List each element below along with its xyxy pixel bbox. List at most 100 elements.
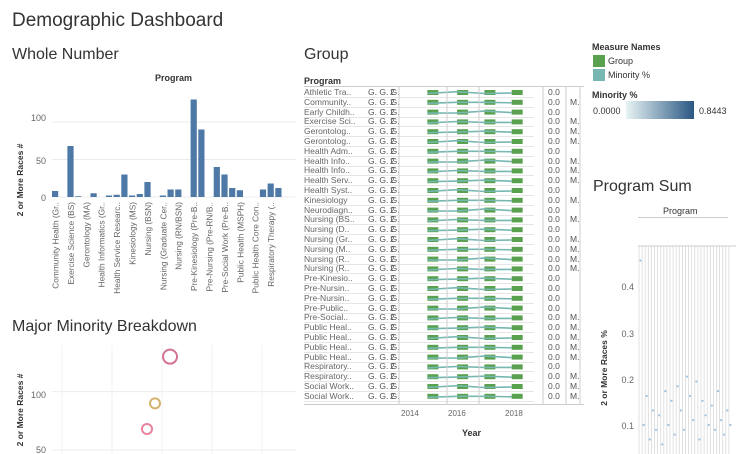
whole-number-bar[interactable] xyxy=(105,195,113,198)
group-bar-mark[interactable] xyxy=(484,90,496,95)
group-row[interactable]: Nursing (R.. G. G. G. 2 0.0 M. xyxy=(304,263,579,275)
legend-swatch-minority[interactable] xyxy=(593,69,605,81)
whole-number-bar[interactable] xyxy=(113,194,120,197)
program-sum-point[interactable] xyxy=(642,423,645,427)
program-sum-point[interactable] xyxy=(645,394,648,398)
group-bar-mark[interactable] xyxy=(511,354,523,360)
group-bar-mark[interactable] xyxy=(427,354,439,360)
group-row[interactable]: Public Heal.. G. G. G. 2 0.0 M. xyxy=(304,352,579,363)
program-sum-point[interactable] xyxy=(639,259,642,262)
whole-number-bar[interactable] xyxy=(67,146,74,197)
program-sum-point[interactable] xyxy=(692,419,695,422)
group-bar-mark[interactable] xyxy=(511,168,523,174)
group-minority-line[interactable] xyxy=(427,306,512,310)
group-bar-mark[interactable] xyxy=(511,325,523,331)
whole-number-bar[interactable] xyxy=(129,195,136,198)
program-sum-point[interactable] xyxy=(651,409,654,412)
group-row[interactable]: Kinesiology G. G. G. 2 0.0 M. xyxy=(304,195,579,206)
program-sum-point[interactable] xyxy=(729,423,732,427)
group-row[interactable]: Nursing (R.. G. G. G. 2 0.0 M. xyxy=(304,254,579,265)
group-row[interactable]: Public Heal.. G. G. G. 2 0.0 M. xyxy=(304,322,579,334)
gradient-legend-bar[interactable] xyxy=(626,101,694,119)
group-minority-line[interactable] xyxy=(427,316,512,320)
group-row[interactable]: Health Adm.. G. G. G. 2 0.0 xyxy=(304,146,560,157)
group-row[interactable]: Pre-Social.. G. G. G. 2 0.0 M. xyxy=(304,312,579,324)
group-row[interactable]: Nursing (M.. G. G. G. 2 0.0 M. xyxy=(304,244,579,255)
group-minority-line[interactable] xyxy=(427,150,512,154)
group-row[interactable]: Gerontolog.. G. G. G. 2 0.0 M. xyxy=(304,126,579,138)
group-bar-mark[interactable] xyxy=(511,315,523,321)
group-minority-line[interactable] xyxy=(427,237,512,242)
group-bar-mark[interactable] xyxy=(511,246,523,252)
group-minority-line[interactable] xyxy=(427,179,512,183)
group-row[interactable]: Health Syst.. G. G. G. 2 0.0 xyxy=(304,185,560,196)
group-bar-mark[interactable] xyxy=(511,188,523,193)
program-sum-point[interactable] xyxy=(723,433,726,436)
group-bar-mark[interactable] xyxy=(511,148,523,154)
group-row[interactable]: Nursing (D.. G. G. G. 2 0.0 xyxy=(304,224,560,236)
whole-number-bar[interactable] xyxy=(90,193,97,197)
legend-swatch-group[interactable] xyxy=(593,55,605,67)
group-bar-mark[interactable] xyxy=(427,158,439,164)
group-program-header[interactable]: Program xyxy=(304,76,342,86)
group-bar-mark[interactable] xyxy=(427,374,439,380)
group-row[interactable]: Athletic Tra.. G. G. G. 2 0.0 xyxy=(304,87,560,98)
group-row[interactable]: Health Info.. G. G. G. 2 0.0 M. xyxy=(304,165,579,177)
group-bar-mark[interactable] xyxy=(484,335,496,340)
program-sum-point[interactable] xyxy=(658,414,661,417)
group-bar-mark[interactable] xyxy=(427,256,439,262)
group-minority-line[interactable] xyxy=(427,365,512,369)
group-row[interactable]: Pre-Kinesio.. G. G. G. 2 0.0 xyxy=(304,273,560,285)
group-row[interactable]: Respiratory.. G. G. G. 2 0.0 M. xyxy=(304,371,579,383)
group-minority-line[interactable] xyxy=(427,335,512,340)
group-bar-mark[interactable] xyxy=(427,246,439,252)
program-sum-point[interactable] xyxy=(707,423,710,427)
group-minority-line[interactable] xyxy=(427,277,512,281)
group-bar-mark[interactable] xyxy=(511,217,523,223)
whole-number-bar[interactable] xyxy=(167,189,174,198)
group-row[interactable]: Health Info.. G. G. G. 2 0.0 M. xyxy=(304,156,579,167)
major-minority-point[interactable] xyxy=(149,397,161,410)
whole-number-bar[interactable] xyxy=(175,189,182,198)
group-bar-mark[interactable] xyxy=(511,90,523,95)
program-sum-point[interactable] xyxy=(710,404,713,407)
group-row[interactable]: Early Childh.. G. G. G. 2 0.0 xyxy=(304,107,560,118)
group-bar-mark[interactable] xyxy=(511,227,523,233)
group-minority-line[interactable] xyxy=(427,375,512,379)
group-row[interactable]: Neurodiagn.. G. G. G. 2 0.0 xyxy=(304,205,560,216)
group-minority-line[interactable] xyxy=(427,218,512,222)
group-minority-line[interactable] xyxy=(427,208,512,212)
group-bar-mark[interactable] xyxy=(511,158,523,164)
group-bar-mark[interactable] xyxy=(511,109,523,115)
whole-number-bar[interactable] xyxy=(75,196,82,197)
group-minority-line[interactable] xyxy=(427,110,512,114)
group-bar-mark[interactable] xyxy=(511,393,523,399)
whole-number-bar[interactable] xyxy=(159,195,166,198)
group-row[interactable]: Gerontolog.. G. G. G. 2 0.0 M. xyxy=(304,136,579,147)
group-minority-line[interactable] xyxy=(427,101,512,105)
program-sum-point[interactable] xyxy=(720,419,723,422)
major-minority-point[interactable] xyxy=(162,348,178,365)
group-minority-line[interactable] xyxy=(427,248,512,252)
group-minority-line[interactable] xyxy=(427,384,512,389)
group-bar-mark[interactable] xyxy=(427,227,439,233)
group-row[interactable]: Nursing (BS.. G. G. G. 2 0.0 M. xyxy=(304,214,579,226)
group-row[interactable]: Health Serv.. G. G. G. 2 0.0 M. xyxy=(304,175,579,187)
group-bar-mark[interactable] xyxy=(484,286,496,291)
group-bar-mark[interactable] xyxy=(427,276,439,282)
group-bar-mark[interactable] xyxy=(511,129,523,135)
group-minority-line[interactable] xyxy=(427,120,512,124)
group-bar-mark[interactable] xyxy=(511,305,523,311)
major-minority-point[interactable] xyxy=(141,423,153,435)
group-row[interactable]: Community.. G. G. G. 2 0.0 M. xyxy=(304,97,579,108)
program-sum-point[interactable] xyxy=(713,428,716,431)
group-row[interactable]: Public Heal.. G. G. G. 2 0.0 M. xyxy=(304,332,579,343)
group-minority-line[interactable] xyxy=(427,159,512,163)
whole-number-bar[interactable] xyxy=(259,189,267,198)
group-minority-line[interactable] xyxy=(427,90,512,95)
group-bar-mark[interactable] xyxy=(427,109,439,115)
group-bar-mark[interactable] xyxy=(427,305,439,311)
group-bar-mark[interactable] xyxy=(427,207,439,213)
whole-number-bar[interactable] xyxy=(136,194,143,197)
program-sum-point[interactable] xyxy=(673,433,676,436)
